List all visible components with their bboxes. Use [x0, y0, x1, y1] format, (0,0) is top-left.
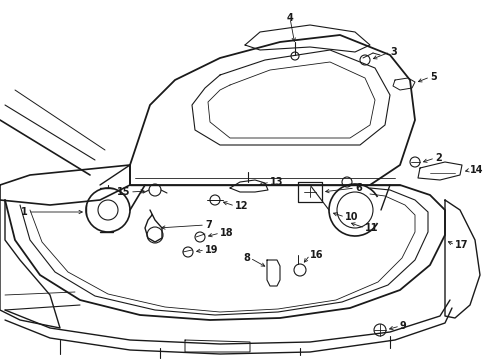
Text: 11: 11 — [364, 223, 378, 233]
Text: 1: 1 — [21, 207, 28, 217]
Text: 10: 10 — [345, 212, 358, 222]
Text: 14: 14 — [469, 165, 483, 175]
Text: 17: 17 — [454, 240, 468, 250]
Text: 16: 16 — [309, 250, 323, 260]
Text: 5: 5 — [429, 72, 436, 82]
Text: 15: 15 — [116, 187, 130, 197]
Text: 18: 18 — [220, 228, 233, 238]
Text: 4: 4 — [286, 13, 293, 23]
Text: 6: 6 — [354, 183, 361, 193]
Text: 2: 2 — [434, 153, 441, 163]
Text: 12: 12 — [235, 201, 248, 211]
Text: 3: 3 — [389, 47, 396, 57]
Text: 9: 9 — [399, 321, 406, 331]
Text: 7: 7 — [204, 220, 211, 230]
Text: 8: 8 — [243, 253, 249, 263]
Text: 19: 19 — [204, 245, 218, 255]
Text: 13: 13 — [269, 177, 283, 187]
